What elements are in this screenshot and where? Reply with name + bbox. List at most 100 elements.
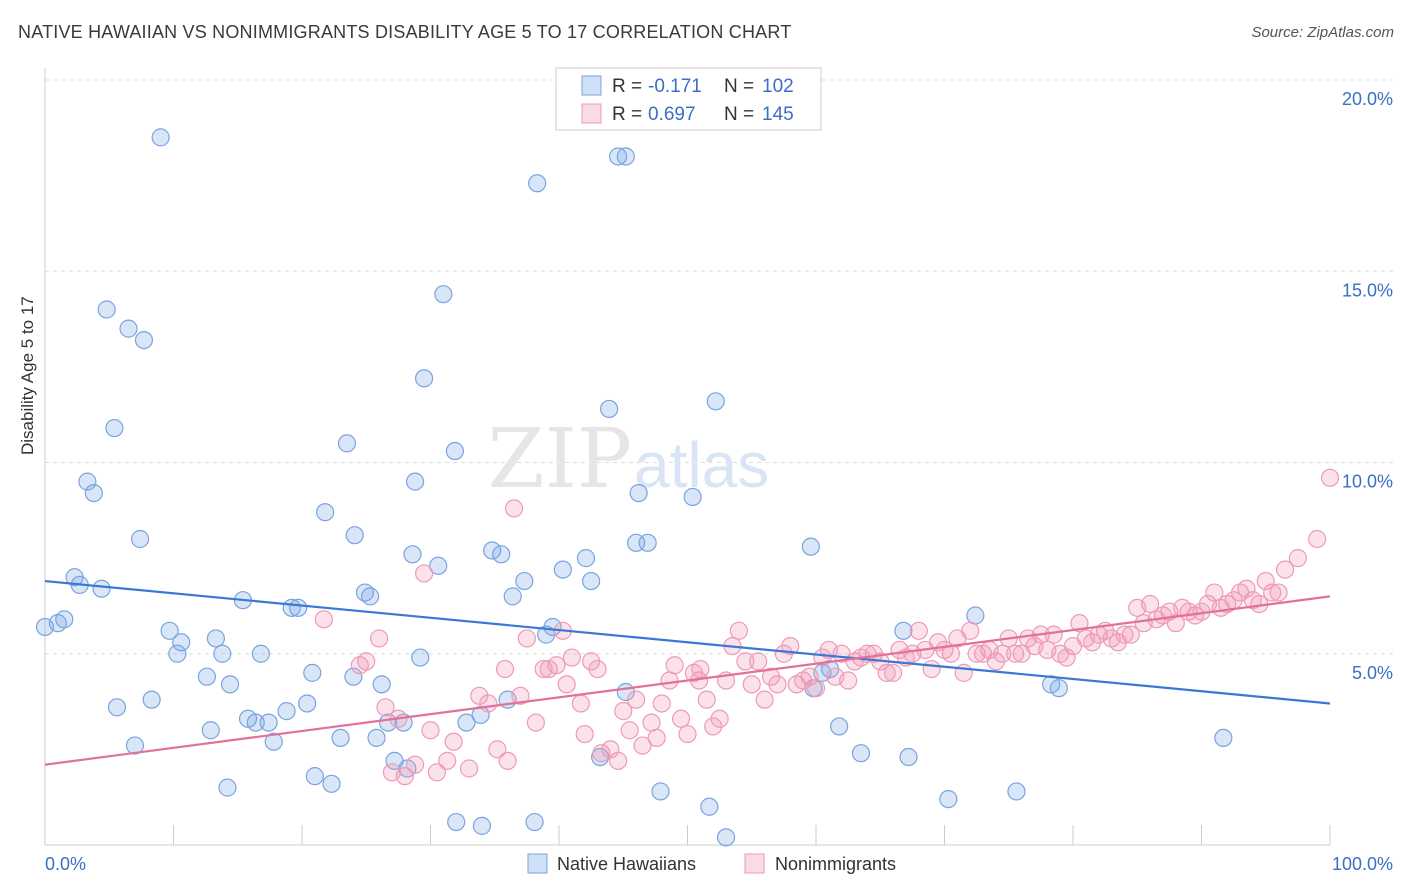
- point-native-hawaiians: [331, 728, 350, 748]
- point-nonimmigrants: [405, 755, 425, 774]
- point-nonimmigrants: [414, 564, 434, 583]
- legend-label-native-hawaiians: Native Hawaiians: [557, 854, 696, 874]
- point-nonimmigrants: [1070, 614, 1089, 633]
- point-nonimmigrants: [614, 702, 633, 721]
- point-nonimmigrants: [755, 690, 774, 709]
- point-native-hawaiians: [851, 744, 871, 763]
- source-credit: Source: ZipAtlas.com: [1251, 24, 1394, 41]
- point-native-hawaiians: [55, 610, 74, 629]
- point-nonimmigrants: [839, 671, 858, 690]
- tick-labels: 5.0% 10.0% 15.0% 20.0% 0.0% 100.0%: [45, 89, 1393, 874]
- point-native-hawaiians: [706, 392, 725, 411]
- point-native-hawaiians: [414, 369, 434, 388]
- point-native-hawaiians: [142, 690, 161, 709]
- point-nonimmigrants: [961, 621, 980, 640]
- point-nonimmigrants: [517, 629, 536, 648]
- point-native-hawaiians: [201, 721, 220, 740]
- legend-swatch-blue: [581, 75, 602, 96]
- series-native-hawaiians: [35, 128, 1233, 847]
- point-native-hawaiians: [251, 644, 270, 663]
- point-nonimmigrants: [557, 675, 576, 694]
- chart-title: NATIVE HAWAIIAN VS NONIMMIGRANTS DISABIL…: [18, 22, 792, 42]
- point-nonimmigrants: [588, 659, 607, 679]
- point-native-hawaiians: [966, 606, 985, 625]
- legend-r-value-pink: 0.697: [648, 104, 696, 125]
- point-nonimmigrants: [444, 732, 463, 751]
- y-tick-label: 20.0%: [1342, 89, 1393, 109]
- point-nonimmigrants: [652, 694, 671, 713]
- point-native-hawaiians: [939, 789, 958, 809]
- point-nonimmigrants: [665, 656, 684, 675]
- point-nonimmigrants: [575, 724, 594, 744]
- point-native-hawaiians: [213, 644, 232, 663]
- point-nonimmigrants: [562, 648, 581, 667]
- legend-label-nonimmigrants: Nonimmigrants: [775, 854, 896, 874]
- point-native-hawaiians: [582, 571, 601, 591]
- point-nonimmigrants: [626, 690, 646, 709]
- point-native-hawaiians: [600, 399, 619, 419]
- point-native-hawaiians: [119, 319, 138, 338]
- point-native-hawaiians: [429, 556, 448, 575]
- point-native-hawaiians: [125, 736, 145, 755]
- legend-box: [555, 67, 822, 131]
- series-legend: Native Hawaiians Nonimmigrants: [527, 853, 896, 874]
- point-native-hawaiians: [543, 617, 562, 637]
- point-native-hawaiians: [246, 713, 265, 732]
- point-nonimmigrants: [877, 663, 896, 682]
- point-native-hawaiians: [220, 675, 240, 694]
- point-nonimmigrants: [1308, 529, 1327, 549]
- point-native-hawaiians: [264, 732, 283, 751]
- point-nonimmigrants: [883, 663, 903, 682]
- point-nonimmigrants: [800, 667, 819, 686]
- point-native-hawaiians: [130, 529, 150, 549]
- point-native-hawaiians: [616, 147, 635, 166]
- point-nonimmigrants: [1237, 579, 1256, 598]
- point-nonimmigrants: [370, 629, 389, 648]
- point-native-hawaiians: [289, 598, 308, 617]
- point-native-hawaiians: [344, 667, 363, 686]
- point-nonimmigrants: [609, 751, 628, 770]
- point-nonimmigrants: [691, 659, 710, 679]
- point-nonimmigrants: [547, 656, 566, 675]
- point-native-hawaiians: [151, 128, 170, 147]
- point-native-hawaiians: [492, 545, 511, 564]
- point-native-hawaiians: [651, 782, 670, 801]
- point-nonimmigrants: [1166, 614, 1185, 633]
- legend-swatch-native-hawaiians: [527, 853, 548, 874]
- point-nonimmigrants: [729, 621, 749, 640]
- point-native-hawaiians: [445, 441, 465, 461]
- legend-n-value-blue: 102: [762, 76, 794, 97]
- point-native-hawaiians: [298, 694, 317, 713]
- trend-line-native-hawaiians: [44, 579, 1331, 705]
- point-nonimmigrants: [993, 644, 1012, 663]
- watermark: ZIP atlas: [487, 412, 769, 507]
- point-native-hawaiians: [629, 484, 648, 503]
- point-native-hawaiians: [361, 587, 380, 606]
- point-nonimmigrants: [922, 659, 941, 679]
- y-tick-label: 10.0%: [1342, 472, 1393, 492]
- watermark-atlas: atlas: [634, 429, 769, 501]
- point-native-hawaiians: [206, 629, 226, 648]
- point-native-hawaiians: [405, 472, 425, 491]
- point-native-hawaiians: [483, 541, 502, 560]
- point-nonimmigrants: [736, 652, 755, 671]
- watermark-zip: ZIP: [487, 412, 632, 507]
- point-nonimmigrants: [697, 690, 716, 709]
- point-nonimmigrants: [488, 740, 507, 759]
- point-nonimmigrants: [1288, 549, 1307, 568]
- legend-n-label-pink: N =: [724, 104, 754, 125]
- point-native-hawaiians: [172, 633, 191, 652]
- point-nonimmigrants: [1256, 571, 1275, 591]
- point-native-hawaiians: [894, 621, 913, 640]
- point-native-hawaiians: [1049, 679, 1068, 698]
- point-native-hawaiians: [716, 828, 736, 847]
- point-nonimmigrants: [1320, 468, 1340, 487]
- point-native-hawaiians: [84, 484, 103, 503]
- legend-r-label-blue: R =: [612, 76, 642, 97]
- point-nonimmigrants: [642, 713, 661, 732]
- point-nonimmigrants: [395, 767, 414, 786]
- axes: [44, 68, 1331, 846]
- point-native-hawaiians: [609, 147, 628, 166]
- point-nonimmigrants: [909, 621, 928, 640]
